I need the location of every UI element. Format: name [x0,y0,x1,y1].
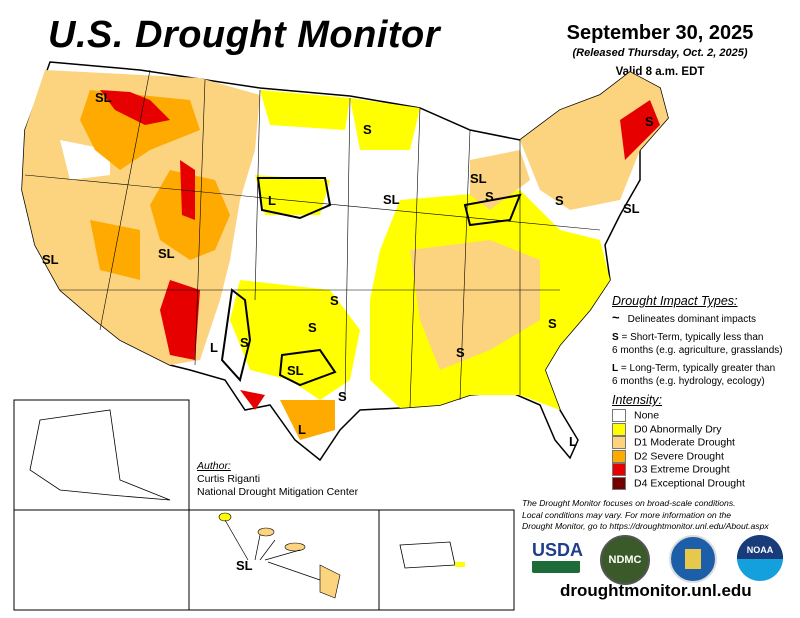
swatch [612,436,626,449]
drought-areas [22,70,668,440]
alaska-inset [13,399,190,611]
disclaimer-note: The Drought Monitor focuses on broad-sca… [522,498,769,533]
impact-label: SL [158,246,175,261]
impact-label: SL [383,192,400,207]
intensity-d0: D0 Abnormally Dry [612,422,783,437]
commerce-seal-logo [669,535,717,583]
intensity-heading: Intensity: [612,393,663,407]
hawaii-inset [188,509,515,611]
impact-boundaries [220,177,522,387]
note-line: The Drought Monitor focuses on broad-sca… [522,498,736,508]
intensity-d2: D2 Severe Drought [612,449,783,464]
note-line: Drought Monitor, go to https://droughtmo… [522,521,769,531]
short-term-text-2: 6 months (e.g. agriculture, grasslands) [612,345,783,356]
level-label: D3 Extreme Drought [634,463,730,476]
impact-label: L [210,340,218,355]
impact-label: SL [42,252,59,267]
author-name: Curtis Riganti [197,473,261,485]
impact-label: SL [623,201,640,216]
author-org: National Drought Mitigation Center [197,486,359,498]
valid-time: Valid 8 a.m. EDT [615,66,705,78]
long-term-text: = Long-Term, typically greater than [618,363,776,374]
level-label: None [634,409,660,422]
usda-logo: USDA [532,540,584,576]
impact-label: SL [236,558,253,573]
noaa-logo: NOAA [737,535,783,581]
impact-types-heading: Drought Impact Types: [612,294,738,308]
delineates-text: Delineates dominant impacts [627,314,756,325]
intensity-d1: D1 Moderate Drought [612,436,783,450]
impact-label: L [298,422,306,437]
impact-label: S [308,320,317,335]
release-date: (Released Thursday, Oct. 2, 2025) [572,47,748,59]
impact-label: S [338,389,347,404]
short-term-key: S [612,332,619,343]
ndmc-logo: NDMC [600,535,650,585]
level-label: D2 Severe Drought [634,449,724,462]
impact-label: S [548,316,557,331]
short-term-text: = Short-Term, typically less than [618,332,764,343]
impact-label: S [485,189,494,204]
swatch [612,409,626,422]
impact-label: SL [470,171,487,186]
impact-label: L [569,434,577,449]
impact-label: S [456,345,465,360]
swatch [612,422,626,436]
long-term-key: L [612,363,619,374]
level-label: D1 Moderate Drought [634,436,735,449]
level-label: D4 Exceptional Drought [634,476,745,489]
author-block: Author: Curtis Riganti National Drought … [197,460,358,499]
swatch [612,449,626,463]
long-term-text-2: 6 months (e.g. hydrology, ecology) [612,376,765,387]
swatch [612,476,626,490]
page-title: U.S. Drought Monitor [48,14,441,56]
impact-label: S [363,122,372,137]
website-link[interactable]: droughtmonitor.unl.edu [560,581,752,600]
legend: Drought Impact Types: ~ Delineates domina… [612,295,783,490]
author-heading: Author: [197,460,231,472]
impact-label: S [330,293,339,308]
state-borders [24,69,601,409]
boundary-line-icon: ~ [612,310,620,325]
impact-label: SL [95,90,112,105]
level-label: D0 Abnormally Dry [634,422,722,435]
impact-label: L [268,193,276,208]
impact-label: S [555,193,564,208]
impact-label: S [645,114,654,129]
intensity-d3: D3 Extreme Drought [612,463,783,477]
swatch [612,463,626,476]
map-date: September 30, 2025 [566,22,754,44]
intensity-d4: D4 Exceptional Drought [612,476,783,491]
note-line: Local conditions may vary. For more info… [522,509,732,520]
impact-label: S [240,335,249,350]
usda-logo-text: USDA [532,540,584,560]
intensity-none: None [612,409,783,423]
intensity-levels: None D0 Abnormally Dry D1 Moderate Droug… [612,409,783,490]
impact-label: SL [287,363,304,378]
